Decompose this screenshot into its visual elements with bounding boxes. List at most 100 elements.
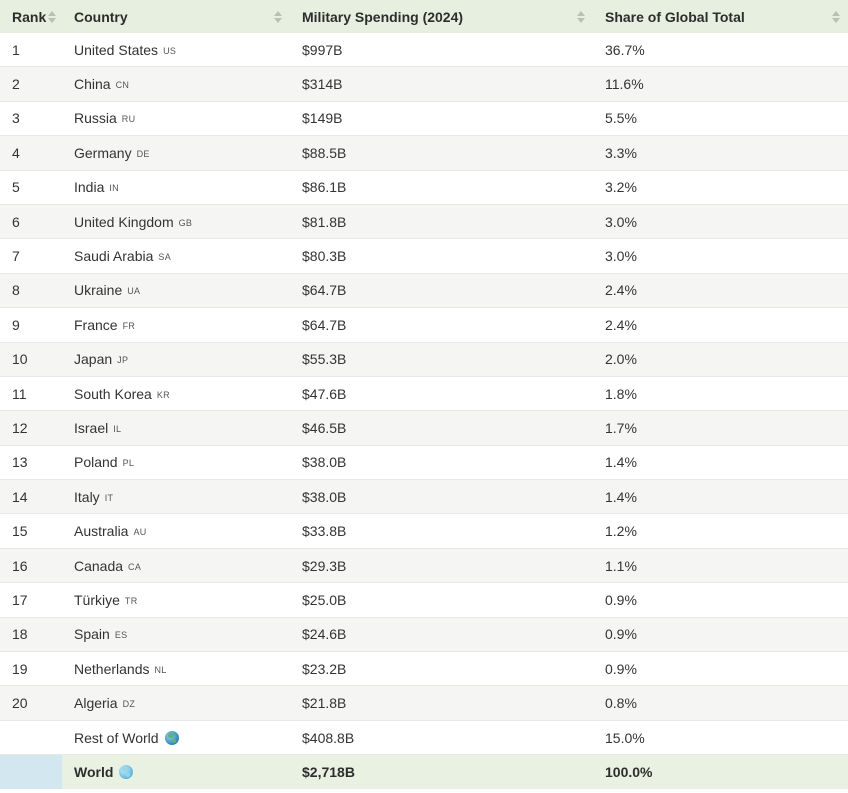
rank-cell: 2 <box>12 76 20 93</box>
country-name: Saudi Arabia <box>74 248 154 265</box>
table-row: 1 United States US $997B 36.7% <box>0 33 848 68</box>
spending-cell: $80.3B <box>302 248 347 265</box>
country-name: Rest of World <box>74 729 159 746</box>
spending-cell: $64.7B <box>302 316 347 333</box>
country-name: Ukraine <box>74 282 123 299</box>
country-name: United States <box>74 41 159 58</box>
rank-cell: 15 <box>12 523 28 540</box>
header-rank[interactable]: Rank <box>0 0 62 33</box>
rank-cell: 16 <box>12 557 28 574</box>
spending-cell: $88.5B <box>302 144 347 161</box>
rank-cell: 14 <box>12 488 28 505</box>
country-code: CA <box>128 561 142 572</box>
share-cell: 1.4% <box>605 454 637 471</box>
share-cell: 3.2% <box>605 179 637 196</box>
country-cell: Israel IL <box>62 411 290 444</box>
share-cell: 3.0% <box>605 248 637 265</box>
country-code: NL <box>154 664 167 675</box>
globe-icon <box>164 730 179 745</box>
rank-cell: 19 <box>12 660 28 677</box>
share-cell: 0.9% <box>605 626 637 643</box>
header-country[interactable]: Country <box>62 0 290 33</box>
country-code: ES <box>114 630 128 641</box>
share-cell: 0.9% <box>605 660 637 677</box>
country-name: France <box>74 316 118 333</box>
rank-cell: 6 <box>12 213 20 230</box>
spending-cell: $25.0B <box>302 591 347 608</box>
share-cell: 1.2% <box>605 523 637 540</box>
header-spending[interactable]: Military Spending (2024) <box>290 0 593 33</box>
country-cell: Germany DE <box>62 136 290 169</box>
country-name: Poland <box>74 454 118 471</box>
country-cell: Saudi Arabia SA <box>62 239 290 272</box>
spending-cell: $314B <box>302 76 343 93</box>
table-row: 11 South Korea KR $47.6B 1.8% <box>0 377 848 412</box>
share-cell: 15.0% <box>605 729 645 746</box>
share-cell: 3.0% <box>605 213 637 230</box>
country-code: UA <box>127 286 141 297</box>
country-cell: Poland PL <box>62 446 290 479</box>
country-cell: France FR <box>62 308 290 341</box>
spending-cell: $21.8B <box>302 695 347 712</box>
country-cell: Japan JP <box>62 343 290 376</box>
country-code: DZ <box>122 699 136 710</box>
country-cell: Algeria DZ <box>62 686 290 719</box>
country-name: Spain <box>74 626 110 643</box>
country-name: Netherlands <box>74 660 150 677</box>
sort-icon[interactable] <box>48 10 56 23</box>
sort-icon[interactable] <box>832 10 840 23</box>
country-code: KR <box>156 389 170 400</box>
table-row: 17 Türkiye TR $25.0B 0.9% <box>0 583 848 618</box>
rank-cell: 8 <box>12 282 20 299</box>
share-cell: 1.1% <box>605 557 637 574</box>
rank-cell: 20 <box>12 695 28 712</box>
country-code: IN <box>109 183 119 194</box>
rank-cell: 13 <box>12 454 28 471</box>
sort-icon[interactable] <box>577 10 585 23</box>
header-rank-label: Rank <box>12 8 47 25</box>
country-name: Russia <box>74 110 117 127</box>
spending-cell: $86.1B <box>302 179 347 196</box>
table-row: 16 Canada CA $29.3B 1.1% <box>0 548 848 584</box>
country-code: PL <box>122 458 135 469</box>
country-code: US <box>163 45 177 56</box>
rank-cell <box>0 755 62 790</box>
country-code: IL <box>113 423 122 434</box>
spending-cell: $149B <box>302 110 343 127</box>
country-name: Israel <box>74 419 109 436</box>
table-row-world-total: World $2,718B 100.0% <box>0 755 848 790</box>
country-cell: Spain ES <box>62 618 290 651</box>
rank-cell: 17 <box>12 591 28 608</box>
share-cell: 1.4% <box>605 488 637 505</box>
country-name: Italy <box>74 488 100 505</box>
table-row: 20 Algeria DZ $21.8B 0.8% <box>0 686 848 721</box>
rank-cell: 7 <box>12 248 20 265</box>
country-cell: Rest of World <box>62 721 290 754</box>
table-row-rest-of-world: Rest of World $408.8B 15.0% <box>0 721 848 756</box>
sort-icon[interactable] <box>274 10 282 23</box>
spending-cell: $46.5B <box>302 419 347 436</box>
country-name: United Kingdom <box>74 213 174 230</box>
country-code: AU <box>133 527 147 538</box>
rank-cell <box>0 721 62 754</box>
country-code: CN <box>115 80 130 91</box>
country-code: JP <box>117 355 129 366</box>
rank-cell: 4 <box>12 144 20 161</box>
share-cell: 2.4% <box>605 282 637 299</box>
table-header: Rank Country Military Spending (2024) Sh… <box>0 0 848 33</box>
spending-cell: $64.7B <box>302 282 347 299</box>
header-spending-label: Military Spending (2024) <box>302 8 464 25</box>
spending-cell: $23.2B <box>302 660 347 677</box>
header-share[interactable]: Share of Global Total <box>593 0 848 33</box>
country-cell: United Kingdom GB <box>62 205 290 238</box>
table-row: 10 Japan JP $55.3B 2.0% <box>0 342 848 377</box>
share-cell: 100.0% <box>605 764 653 781</box>
spending-cell: $997B <box>302 41 343 58</box>
share-cell: 5.5% <box>605 110 637 127</box>
country-cell: India IN <box>62 171 290 204</box>
country-code: FR <box>122 320 136 331</box>
table-row: 3 Russia RU $149B 5.5% <box>0 102 848 137</box>
spending-cell: $2,718B <box>302 764 355 781</box>
table-body: 1 United States US $997B 36.7% 2 China CN $314B 1… <box>0 33 848 721</box>
